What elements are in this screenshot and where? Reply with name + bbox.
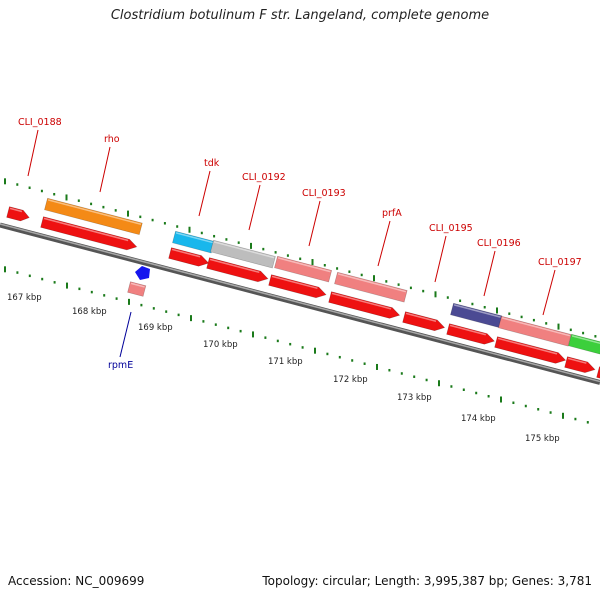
cli0193-leader-line [308,200,321,247]
cds-arrow-shine [271,275,318,290]
cli0196-feature [498,315,572,347]
cds-arrow [446,323,495,345]
cds-arrow [206,257,269,283]
cli0196-label: CLI_0196 [477,238,521,249]
cds-arrow-shape [494,336,567,364]
cli0195-feature-shine [453,304,501,318]
scale-label: 170 kbp [203,340,238,350]
cli0192-feature [210,239,276,269]
cds-arrow-shine [171,248,201,258]
backbone-highlight [0,223,600,383]
cds-arrow-shine [43,217,129,242]
rpmE-label: rpmE [108,360,133,371]
rho-feature-shape [44,197,143,236]
cds-arrow [168,247,210,267]
cli0197-leader-line [542,269,556,316]
prfA-feature-shine [337,273,407,293]
tdk-feature-shape [172,230,215,254]
cli0195-label: CLI_0195 [429,223,473,234]
cds-arrow-shape [446,323,495,345]
tdk-label: tdk [204,158,220,169]
rpmE-neighbor-feature-shine [130,282,145,288]
cli0193-feature [274,255,333,283]
cds-arrow-shine [497,337,558,355]
cds-arrow-shape [6,206,30,222]
cds-arrow [494,336,567,364]
scale-label: 173 kbp [397,393,432,403]
cds-arrow-shape [596,366,600,380]
cds-arrow-shine [449,324,486,336]
forward-tick-row [4,178,597,338]
cds-arrow [402,311,446,332]
cds-arrow-shape [328,291,401,319]
tdk-feature [172,230,215,254]
cli0196-leader-line [483,250,496,297]
cds-arrow-shape [564,356,596,373]
cds-arrow-shape [40,216,138,251]
map-title: Clostridium botulinum F str. Langeland, … [110,8,490,23]
cds-arrow [596,366,600,380]
rho-leader-line [99,146,111,193]
cli0192-label: CLI_0192 [242,172,286,183]
cds-arrow [268,274,327,299]
cli0196-feature-shape [498,315,572,347]
cli0188-leader-line [27,129,39,177]
scale-label: 169 kbp [138,323,173,333]
prfA-feature-shape [334,271,408,303]
scale-label: 171 kbp [268,357,303,367]
cds-arrow [564,356,596,373]
tdk-feature-shine [175,232,214,244]
cds-arrow-shine [405,312,437,322]
rpmE-leader-line [119,311,132,358]
cds-arrow-shape [206,257,269,283]
prfA-label: prfA [382,208,402,219]
cds-arrow-shape [402,311,446,332]
cds-arrow-shape [168,247,210,267]
scale-tick-row [4,266,589,424]
scale-label: 172 kbp [333,375,368,385]
cli0196-feature-shine [501,317,571,337]
cds-arrow-shine [331,292,392,310]
scale-label: 168 kbp [72,307,107,317]
scale-label: 174 kbp [461,414,496,424]
cli0197-label: CLI_0197 [538,257,582,268]
rho-feature-shine [47,199,142,226]
cli0193-label: CLI_0193 [302,188,346,199]
prfA-leader-line [377,220,391,267]
cds-arrow-shape [268,274,327,299]
cds-arrow [328,291,401,319]
cds-arrow [6,206,30,222]
scale-label: 175 kbp [525,434,560,444]
tdk-leader-line [198,170,211,217]
cli0195-leader-line [434,235,447,283]
cds-arrow-shine [9,207,23,213]
rpmE-neighbor-feature-shape [127,281,147,297]
cli0193-feature-shine [277,257,331,273]
rho-label: rho [104,134,120,145]
cli0192-feature-shine [213,241,275,259]
cli0193-feature-shape [274,255,333,283]
rho-feature [44,197,143,236]
cds-arrow-shine [567,357,587,364]
cli0188-label: CLI_0188 [18,117,62,128]
scale-label: 167 kbp [7,293,42,303]
cli0197-feature-shine [571,335,600,347]
prfA-feature [334,271,408,303]
cds-arrow-shine [209,258,260,274]
cli0192-leader-line [248,184,261,231]
cds-arrow [40,216,138,251]
cli0195-feature [450,302,503,328]
backbone-line [0,222,600,385]
genome-summary-text: Topology: circular; Length: 3,995,387 bp… [262,574,592,588]
cli0192-feature-shape [210,239,276,269]
rpmE-feature [135,266,150,280]
accession-text: Accession: NC_009699 [8,574,145,588]
rpmE-neighbor-feature [127,281,147,297]
